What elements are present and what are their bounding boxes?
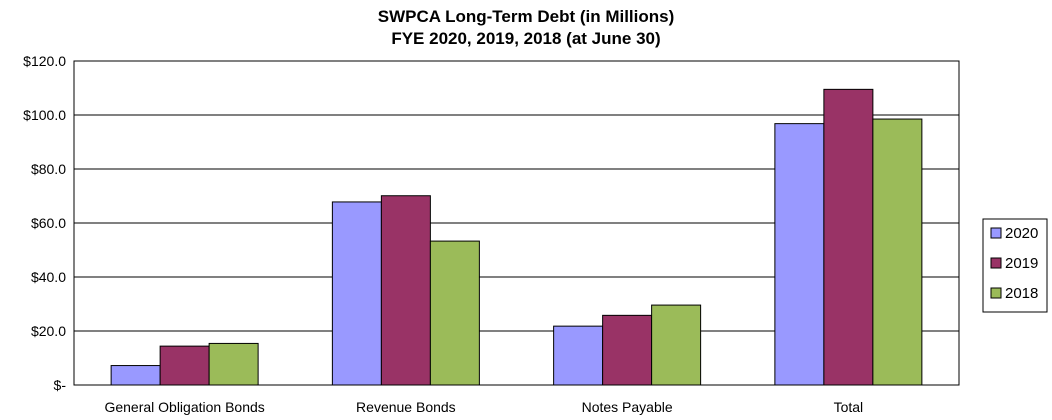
- bar-2020-3: [774, 123, 825, 386]
- x-tick-label: Total: [834, 399, 864, 415]
- bar-2020-2: [553, 325, 604, 386]
- bar-2018-0: [208, 342, 259, 386]
- y-tick-label: $120.0: [23, 53, 66, 69]
- y-tick-label: $40.0: [31, 269, 66, 285]
- bar-2018-2: [651, 304, 702, 386]
- x-tick-label: Revenue Bonds: [356, 399, 456, 415]
- bar-2018-1: [429, 240, 480, 386]
- chart-title: SWPCA Long-Term Debt (in Millions): [377, 7, 675, 26]
- legend-swatch-2019: [990, 257, 1002, 269]
- y-tick-label: $20.0: [31, 323, 66, 339]
- plot-frame: [73, 60, 960, 386]
- bar-2019-3: [823, 88, 874, 386]
- legend-label: 2020: [1005, 225, 1038, 242]
- y-tick-label: $-: [54, 377, 67, 393]
- bar-2019-1: [380, 195, 431, 386]
- bar-2018-3: [872, 118, 923, 386]
- y-tick-label: $60.0: [31, 215, 66, 231]
- chart-subtitle: FYE 2020, 2019, 2018 (at June 30): [391, 29, 661, 48]
- legend-label: 2018: [1005, 285, 1038, 302]
- legend-swatch-2020: [990, 227, 1002, 239]
- y-tick-label: $80.0: [31, 161, 66, 177]
- bar-2019-0: [159, 345, 210, 386]
- bar-2020-1: [331, 201, 382, 386]
- legend-swatch-2018: [990, 287, 1002, 299]
- y-tick-label: $100.0: [23, 107, 66, 123]
- legend-label: 2019: [1005, 255, 1038, 272]
- bar-2019-2: [602, 314, 653, 386]
- legend: 2020 2019 2018: [982, 218, 1048, 313]
- bar-2020-0: [110, 365, 161, 386]
- x-tick-label: General Obligation Bonds: [104, 399, 264, 415]
- x-tick-label: Notes Payable: [582, 399, 673, 415]
